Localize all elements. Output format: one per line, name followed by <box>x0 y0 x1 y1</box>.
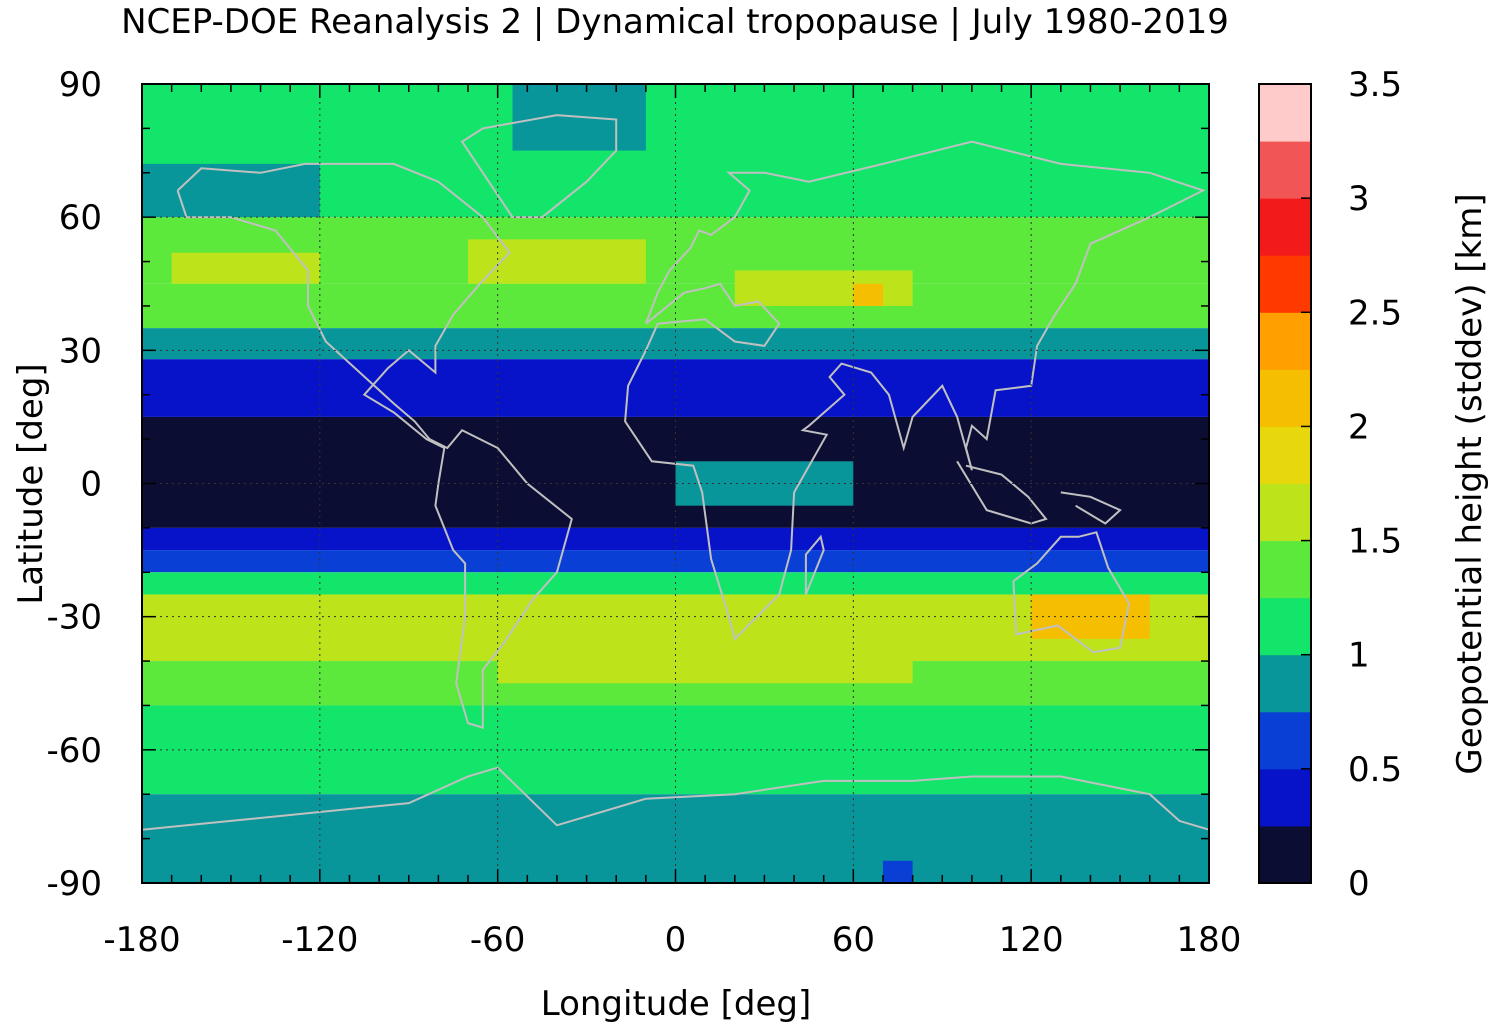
y-axis-label: Latitude [deg] <box>11 363 51 604</box>
y-tick-label: 0 <box>80 465 102 505</box>
colorbar-swatch-0 <box>1259 825 1311 884</box>
field-patch-4 <box>853 283 883 306</box>
x-tick-label: 180 <box>1177 920 1242 960</box>
x-axis-label: Longitude [deg] <box>541 984 812 1024</box>
coastline-3 <box>1012 531 1131 654</box>
zone-band-2 <box>142 283 1209 329</box>
colorbar-swatch-6 <box>1259 483 1311 542</box>
colorbar-tick-label: 2 <box>1348 407 1370 447</box>
colorbar-swatch-5 <box>1259 540 1311 599</box>
colorbar-tick-label: 3.5 <box>1348 65 1402 105</box>
field-patch-9 <box>882 860 913 883</box>
colorbar-tick-label: 1 <box>1348 636 1370 676</box>
colorbar-swatch-12 <box>1259 141 1311 199</box>
colorbar-swatch-1 <box>1259 768 1311 827</box>
y-tick-label: -30 <box>46 598 102 638</box>
colorbar-swatch-9 <box>1259 312 1311 370</box>
coastlines <box>141 114 1210 831</box>
coastline-7 <box>804 534 825 595</box>
grid-lines <box>142 84 1209 883</box>
field-patch-6 <box>171 252 320 284</box>
colorbar-tick-label: 3 <box>1348 179 1370 219</box>
y-tick-label: 30 <box>59 331 102 371</box>
field-patch-8 <box>497 607 913 684</box>
zone-band-7 <box>142 550 1209 573</box>
coastline-2 <box>624 140 1206 641</box>
axis-ticks <box>141 83 1210 884</box>
y-tick-label: -90 <box>46 864 102 904</box>
colorbar-swatch-7 <box>1259 426 1311 484</box>
coastline-4 <box>141 766 1210 831</box>
colorbar-tick-label: 0 <box>1348 864 1370 904</box>
colorbar-tick-label: 0.5 <box>1348 750 1402 790</box>
colorbar-swatch-2 <box>1259 711 1311 770</box>
colorbar-tick-labels: 3.5 3 2.5 2 1.5 1 0.5 0 <box>1301 65 1402 904</box>
colorbar-tick-label: 1.5 <box>1348 522 1402 562</box>
x-tick-label: 120 <box>999 920 1064 960</box>
coastline-6 <box>1060 491 1122 525</box>
x-tick-label: 0 <box>665 920 687 960</box>
coastline-5 <box>956 460 1048 525</box>
colorbar-swatch-4 <box>1259 597 1311 656</box>
colorbar-swatch-10 <box>1259 255 1311 313</box>
x-tick-label: -120 <box>281 920 358 960</box>
field-patch-2 <box>675 461 854 506</box>
y-tick-labels: 90 60 30 0 -30 -60 -90 <box>46 65 102 904</box>
colorbar-swatch-11 <box>1259 198 1311 256</box>
zone-band-4 <box>142 359 1209 417</box>
colorbar-swatch-8 <box>1259 369 1311 427</box>
field-patch-1 <box>142 163 320 218</box>
x-tick-labels: -180 -120 -60 0 60 120 180 <box>103 920 1241 960</box>
colorbar-label: Geopotential height (stddev) [km] <box>1450 193 1490 774</box>
colorbar-swatch-3 <box>1259 654 1311 713</box>
zone-band-6 <box>142 527 1209 551</box>
colorbar-frame <box>1258 83 1312 884</box>
y-tick-label: -60 <box>46 731 102 771</box>
zone-band-12 <box>142 794 1209 883</box>
colorbar <box>1259 84 1311 884</box>
colorbar-tick-label: 2.5 <box>1348 293 1402 333</box>
coastline-0 <box>176 162 573 729</box>
x-tick-label: -60 <box>470 920 526 960</box>
field-patch-5 <box>468 239 646 284</box>
chart-title: NCEP-DOE Reanalysis 2 | Dynamical tropop… <box>121 2 1229 42</box>
y-tick-label: 90 <box>59 65 102 105</box>
coastline-1 <box>460 114 618 219</box>
x-tick-label: -180 <box>103 920 180 960</box>
y-tick-label: 60 <box>59 198 102 238</box>
field-patch-3 <box>734 270 913 306</box>
colorbar-swatch-13 <box>1259 84 1311 142</box>
x-tick-label: 60 <box>832 920 875 960</box>
